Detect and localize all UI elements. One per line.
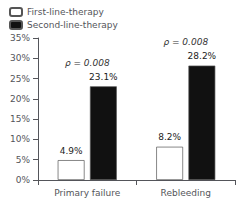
svg-text:ρ = 0.008: ρ = 0.008 (163, 37, 208, 47)
svg-text:25%: 25% (10, 74, 30, 84)
svg-text:First-line-therapy: First-line-therapy (27, 7, 104, 17)
svg-text:Second-line-therapy: Second-line-therapy (27, 20, 119, 30)
svg-text:4.9%: 4.9% (60, 146, 83, 156)
svg-text:10%: 10% (10, 134, 30, 144)
svg-text:30%: 30% (10, 53, 30, 63)
svg-text:ρ = 0.008: ρ = 0.008 (65, 58, 110, 68)
svg-text:Primary failure: Primary failure (54, 188, 121, 198)
svg-text:0%: 0% (16, 175, 31, 185)
svg-text:Rebleeding: Rebleeding (161, 188, 211, 198)
svg-text:5%: 5% (16, 155, 31, 165)
svg-text:20%: 20% (10, 94, 30, 104)
svg-text:28.2%: 28.2% (188, 51, 217, 61)
svg-text:8.2%: 8.2% (158, 132, 181, 142)
svg-text:15%: 15% (10, 114, 30, 124)
svg-text:35%: 35% (10, 33, 30, 43)
svg-text:23.1%: 23.1% (89, 72, 118, 82)
